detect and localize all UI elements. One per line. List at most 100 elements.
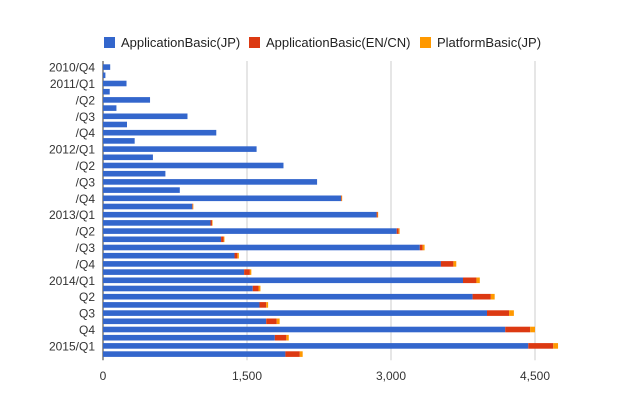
bar-app-basic-en-cn — [234, 252, 238, 259]
legend-item: PlatformBasic(JP) — [420, 34, 541, 50]
y-tick-label: 2011/Q1 — [50, 77, 95, 91]
legend: ApplicationBasic(JP) ApplicationBasic(EN/… — [0, 34, 640, 50]
y-tick-label: 2010/Q4 — [49, 61, 95, 75]
bar-app-basic-en-cn — [266, 318, 277, 325]
y-tick-label: /Q2 — [76, 93, 96, 107]
bar-app-basic-jp — [103, 179, 318, 185]
bar-app-basic-jp — [103, 80, 127, 87]
bar-app-basic-jp — [103, 138, 135, 144]
bar-app-basic-jp — [103, 228, 397, 234]
bar-app-basic-en-cn — [210, 220, 212, 226]
bar-app-basic-jp — [103, 252, 235, 259]
y-tick-label: Q2 — [79, 290, 95, 304]
bar-platform-basic-jp — [223, 236, 225, 243]
x-tick-label: 4,500 — [520, 369, 550, 383]
bar-platform-basic-jp — [422, 244, 425, 251]
x-tick-label: 3,000 — [376, 369, 406, 383]
bar-app-basic-jp — [103, 220, 211, 226]
y-tick-label: /Q4 — [76, 257, 96, 271]
bar-platform-basic-jp — [258, 285, 261, 292]
bar-app-basic-jp — [103, 343, 529, 349]
bar-app-basic-jp — [103, 326, 506, 333]
legend-swatch — [420, 36, 431, 48]
bar-app-basic-en-cn — [221, 236, 224, 243]
y-tick-label: /Q3 — [76, 110, 96, 124]
y-tick-label: /Q2 — [76, 225, 96, 239]
x-tick-label: 0 — [100, 369, 107, 383]
bar-app-basic-jp — [103, 351, 286, 357]
bar-app-basic-jp — [103, 154, 153, 161]
bar-app-basic-jp — [103, 97, 151, 103]
y-tick-label: 2012/Q1 — [49, 143, 95, 157]
legend-item: ApplicationBasic(EN/CN) — [249, 34, 411, 50]
bar-app-basic-jp — [103, 277, 463, 284]
legend-label: PlatformBasic(JP) — [437, 34, 542, 50]
y-tick-label: 2013/Q1 — [49, 208, 95, 222]
bar-platform-basic-jp — [266, 302, 269, 308]
bar-app-basic-en-cn — [259, 302, 267, 308]
bar-platform-basic-jp — [286, 334, 289, 341]
y-tick-label: /Q3 — [76, 241, 96, 255]
legend-label: ApplicationBasic(EN/CN) — [266, 34, 411, 50]
bar-platform-basic-jp — [299, 351, 303, 357]
bar-app-basic-jp — [103, 302, 260, 308]
x-tick-label: 1,500 — [232, 369, 262, 383]
bar-app-basic-jp — [103, 187, 180, 193]
bar-platform-basic-jp — [249, 269, 252, 275]
bar-app-basic-jp — [103, 293, 473, 300]
bar-app-basic-en-cn — [505, 326, 531, 333]
bar-app-basic-en-cn — [528, 343, 554, 349]
y-tick-label: 2015/Q1 — [49, 339, 95, 353]
bar-app-basic-en-cn — [419, 244, 423, 251]
y-tick-label: /Q4 — [76, 192, 96, 206]
y-tick-label: /Q3 — [76, 175, 96, 189]
bar-platform-basic-jp — [377, 211, 379, 218]
y-tick-label: Q4 — [79, 323, 95, 337]
bar-platform-basic-jp — [341, 195, 343, 202]
bar-platform-basic-jp — [192, 203, 194, 210]
bar-platform-basic-jp — [237, 252, 239, 259]
bar-app-basic-jp — [103, 105, 117, 111]
bar-app-basic-jp — [103, 285, 253, 292]
y-tick-label: 2014/Q1 — [49, 274, 95, 288]
bar-app-basic-jp — [103, 162, 284, 169]
bar-app-basic-jp — [103, 211, 377, 218]
bar-app-basic-en-cn — [472, 293, 491, 300]
bar-app-basic-en-cn — [244, 269, 250, 275]
bar-app-basic-jp — [103, 121, 127, 128]
bar-app-basic-jp — [103, 261, 441, 267]
legend-swatch — [104, 36, 115, 48]
bar-app-basic-jp — [103, 113, 188, 120]
bar-app-basic-en-cn — [463, 277, 477, 284]
bar-app-basic-jp — [103, 195, 342, 202]
bar-platform-basic-jp — [553, 343, 559, 349]
bar-app-basic-en-cn — [376, 211, 378, 218]
bar-platform-basic-jp — [453, 261, 457, 267]
legend-swatch — [249, 36, 260, 48]
bar-app-basic-en-cn — [487, 310, 510, 316]
bar-app-basic-jp — [103, 318, 267, 325]
bar-app-basic-jp — [103, 129, 217, 136]
bar-app-basic-jp — [103, 170, 166, 177]
bar-platform-basic-jp — [509, 310, 514, 316]
bar-app-basic-en-cn — [440, 261, 454, 267]
bar-platform-basic-jp — [276, 318, 280, 325]
y-tick-label: /Q4 — [76, 126, 96, 140]
bar-app-basic-jp — [103, 203, 193, 210]
legend-item: ApplicationBasic(JP) — [104, 34, 240, 50]
bar-app-basic-jp — [103, 244, 420, 251]
bar-app-basic-jp — [103, 146, 257, 152]
y-tick-label: Q3 — [79, 307, 95, 321]
bar-app-basic-en-cn — [285, 351, 300, 357]
bar-app-basic-en-cn — [252, 285, 259, 292]
bar-app-basic-jp — [103, 236, 222, 243]
bar-app-basic-en-cn — [341, 195, 342, 202]
bar-app-basic-en-cn — [192, 203, 193, 210]
bar-app-basic-en-cn — [396, 228, 399, 234]
bar-platform-basic-jp — [490, 293, 495, 300]
bar-platform-basic-jp — [398, 228, 400, 234]
bar-app-basic-jp — [103, 72, 106, 79]
bar-app-basic-jp — [103, 269, 245, 275]
